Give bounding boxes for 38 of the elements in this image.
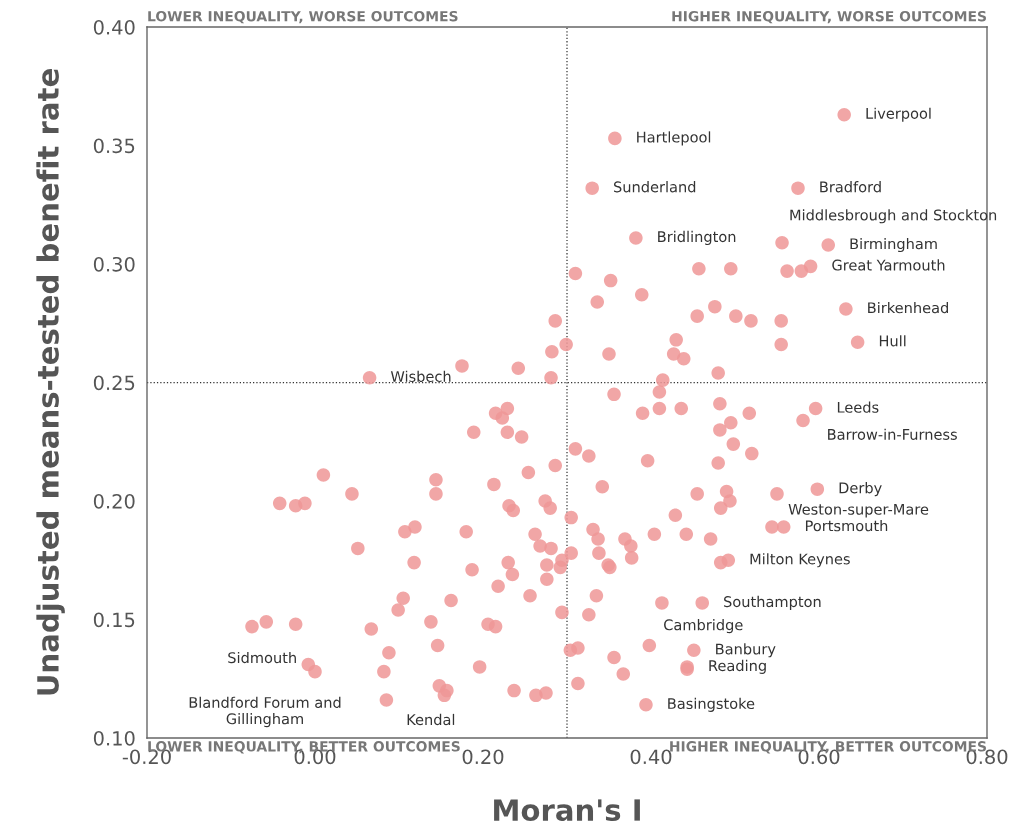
annotation: Weston-super-Mare <box>788 503 929 518</box>
annotation: Sidmouth <box>228 651 296 664</box>
annotation: Barrow-in-Furness <box>828 428 957 440</box>
y-axis-title: Unadjusted means-tested benefit rate <box>36 69 65 695</box>
annotation: Hartlepool <box>637 131 711 146</box>
annotation: Birmingham <box>850 237 937 253</box>
annotation: Middlesbrough and Stockton <box>790 209 997 224</box>
annotation: Blandford Forum and Gillingham <box>189 696 341 728</box>
annotation: Cambridge <box>664 619 743 634</box>
annotation: Liverpool <box>866 107 931 122</box>
annotation: Birkenhead <box>868 301 948 314</box>
text: HIGHER INEQUALITY, WORSE OUTCOMES <box>672 10 986 24</box>
annotation: Bridlington <box>658 230 736 245</box>
annotation: Derby <box>839 482 882 497</box>
y-tick-label: 0.20 <box>93 493 135 509</box>
y-tick-label: 0.35 <box>93 138 135 154</box>
text: LOWER INEQUALITY, WORSE OUTCOMES <box>148 10 458 24</box>
x-tick-label: 0.20 <box>462 749 504 765</box>
x-tick-label: 0.40 <box>630 749 672 765</box>
annotation: Portsmouth <box>805 520 888 532</box>
annotation: Great Yarmouth <box>832 259 945 271</box>
y-tick-label: 0.10 <box>93 730 135 746</box>
annotation: Banbury <box>716 643 776 658</box>
y-tick-label: 0.30 <box>93 256 135 272</box>
annotation: Bradford <box>820 181 881 193</box>
annotation: Milton Keynes <box>750 553 850 568</box>
y-tick-label: 0.15 <box>93 612 135 628</box>
annotation: Sunderland <box>613 181 696 193</box>
annotation: Kendal <box>407 713 455 726</box>
annotation: Leeds <box>837 401 879 413</box>
annotation: Hull <box>879 335 906 347</box>
y-tick-label: 0.25 <box>93 375 135 391</box>
annotation: Southampton <box>724 595 821 610</box>
annotation: Basingstoke <box>668 697 755 712</box>
y-tick-label: 0.40 <box>93 19 135 35</box>
x-axis-title: Moran's I <box>494 799 640 822</box>
annotation: Reading <box>709 659 766 674</box>
annotation: Wisbech <box>390 370 451 382</box>
